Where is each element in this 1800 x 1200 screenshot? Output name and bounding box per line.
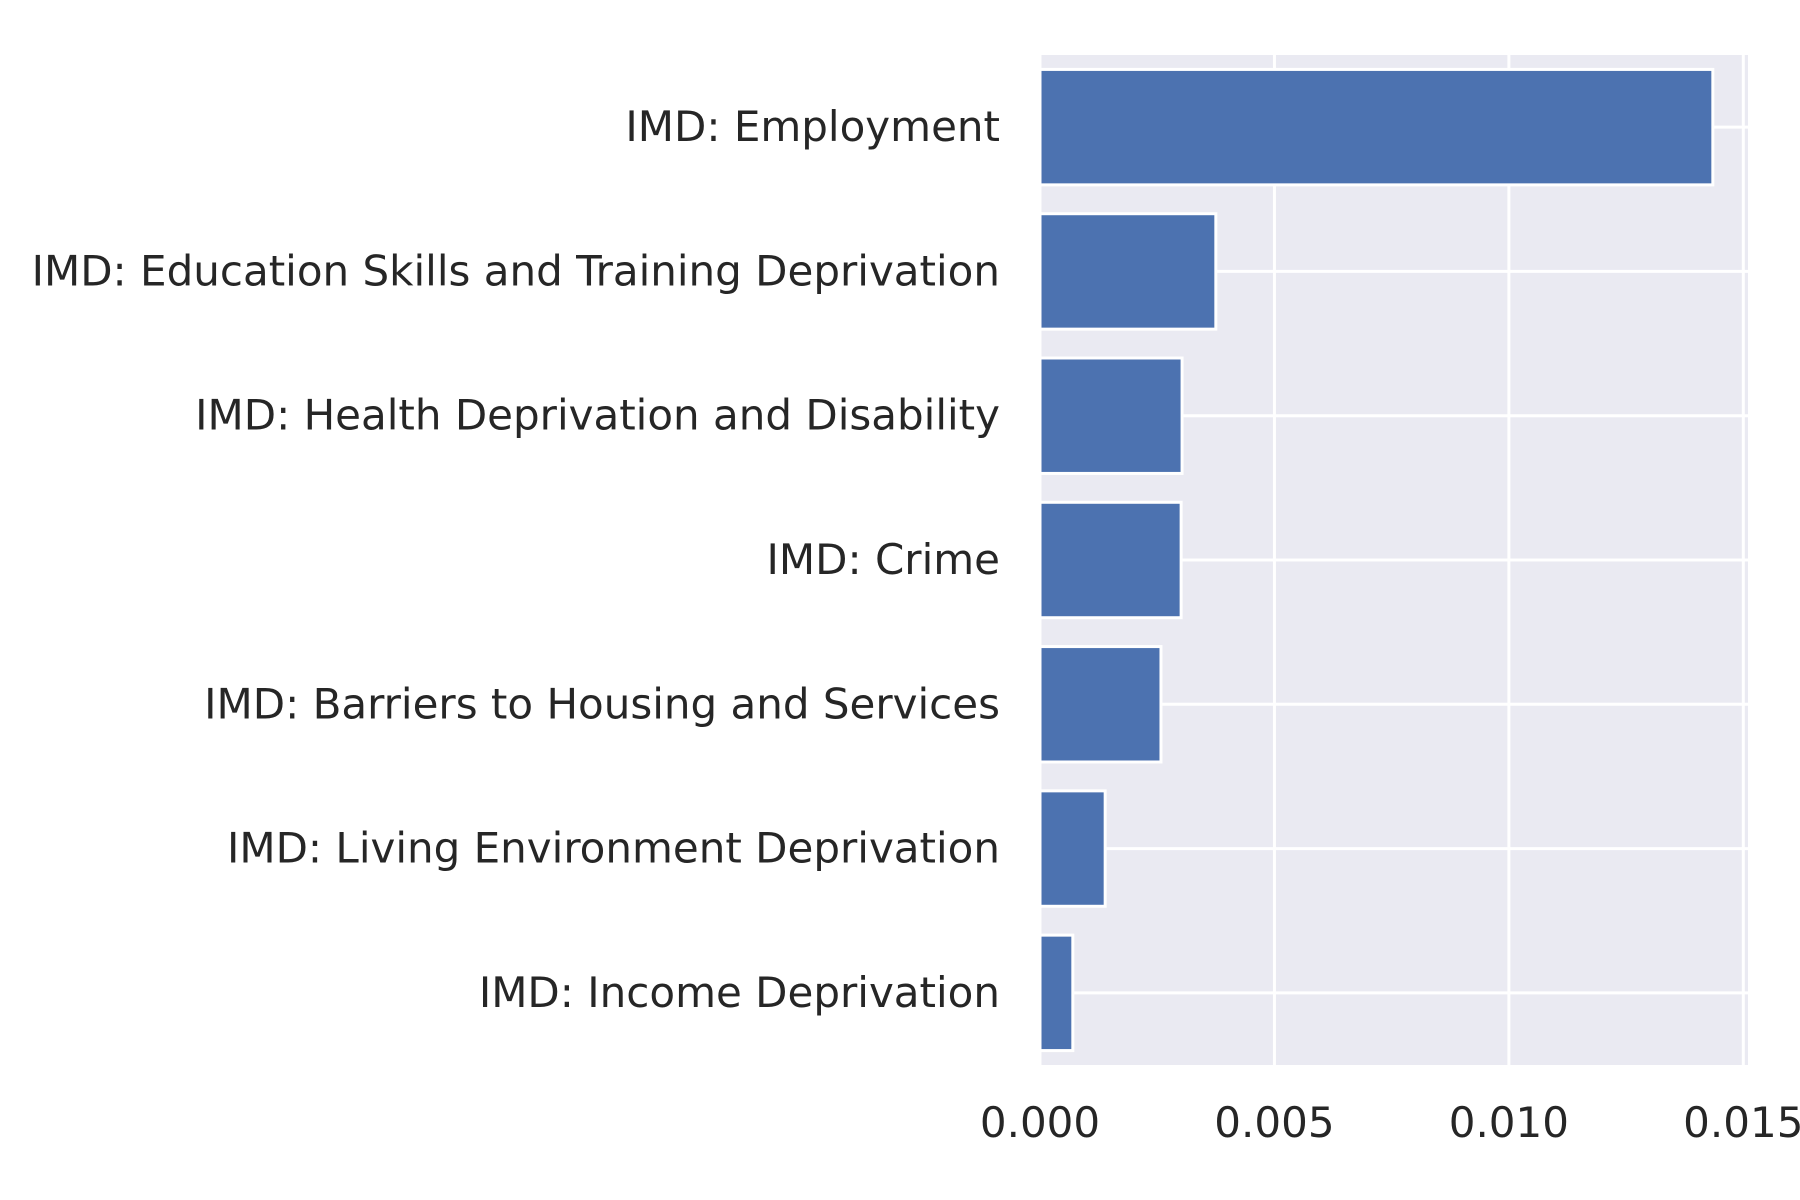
category-label: IMD: Crime [767, 535, 1000, 584]
bar [1038, 212, 1218, 331]
x-tick-label: 0.000 [980, 1098, 1100, 1147]
bar [1038, 356, 1184, 475]
x-tick-label: 0.010 [1449, 1098, 1569, 1147]
bar [1038, 67, 1715, 187]
category-label: IMD: Income Deprivation [479, 968, 1000, 1017]
category-label: IMD: Health Deprivation and Disability [195, 391, 1000, 440]
bar [1038, 789, 1107, 908]
category-label: IMD: Living Environment Deprivation [227, 824, 1000, 873]
category-label: IMD: Employment [625, 102, 1000, 151]
x-tick-label: 0.005 [1214, 1098, 1334, 1147]
category-label: IMD: Education Skills and Training Depri… [32, 246, 1000, 295]
bar [1038, 500, 1183, 620]
x-tick-label: 0.015 [1683, 1098, 1800, 1147]
bar [1038, 645, 1163, 764]
x-tick-labels: 0.000 0.005 0.010 0.015 [980, 1098, 1800, 1147]
bar [1038, 933, 1075, 1053]
category-label: IMD: Barriers to Housing and Services [204, 679, 1000, 728]
bars [1038, 67, 1715, 1053]
category-labels: IMD: Employment IMD: Education Skills and… [32, 102, 1000, 1017]
